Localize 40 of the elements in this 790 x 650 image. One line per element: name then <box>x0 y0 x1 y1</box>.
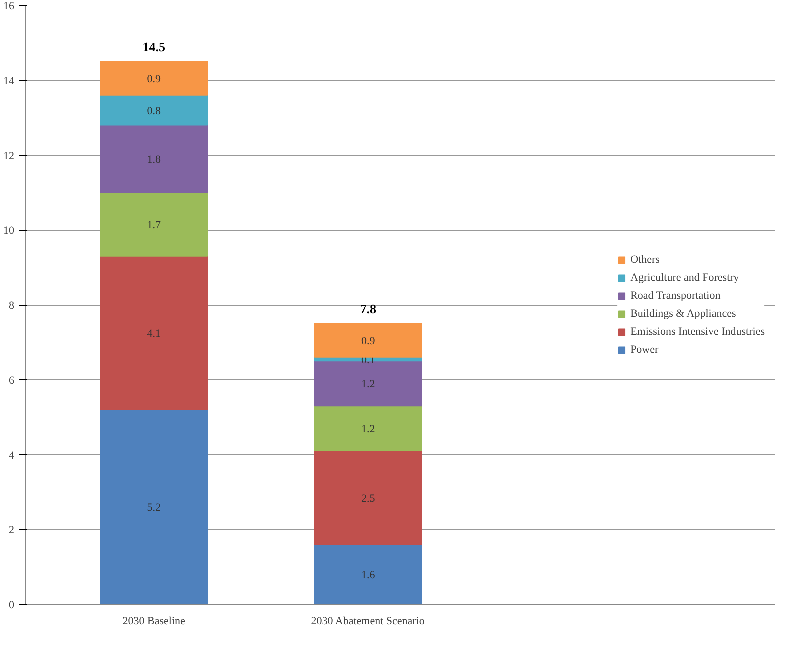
y-tick-label: 16 <box>4 0 15 12</box>
bar <box>100 124 208 194</box>
y-tick-label: 8 <box>9 300 15 312</box>
bar <box>100 61 208 96</box>
legend-label: Power <box>630 344 659 356</box>
y-tick-label: 12 <box>4 150 14 162</box>
bar <box>314 406 422 452</box>
data-label: 4.1 <box>147 328 161 340</box>
data-label: 0.8 <box>147 105 162 118</box>
bar <box>100 256 208 410</box>
bar <box>314 450 422 546</box>
bar <box>314 323 422 358</box>
x-tick-label: 2030 Abatement Scenario <box>311 616 426 628</box>
legend-label: Road Transportation <box>630 290 721 302</box>
data-label: 1.8 <box>147 154 162 166</box>
legend-label: Buildings & Appliances <box>630 308 736 320</box>
data-label: 1.2 <box>361 424 376 436</box>
data-label: 2.5 <box>361 492 376 505</box>
legend-label: Agriculture and Forestry <box>630 272 740 284</box>
total-label: 14.5 <box>142 40 166 55</box>
x-tick-label: 2030 Baseline <box>122 616 186 628</box>
total-label: 7.8 <box>360 302 377 317</box>
y-tick-label: 6 <box>9 374 15 387</box>
data-label: 1.6 <box>361 570 376 582</box>
bar <box>100 192 208 257</box>
y-tick-label: 2 <box>9 524 14 537</box>
y-tick-label: 14 <box>4 75 15 88</box>
y-tick-label: 10 <box>4 225 15 238</box>
bar <box>314 544 422 604</box>
data-label: 0.9 <box>147 74 162 86</box>
data-label: 1.7 <box>147 220 162 232</box>
data-label: 0.9 <box>361 336 376 348</box>
data-label: 5.2 <box>147 502 161 514</box>
legend-label: Others <box>630 254 660 266</box>
y-tick-label: 4 <box>9 450 15 462</box>
legend-label: Emissions Intensive Industries <box>630 326 765 338</box>
data-label: 1.2 <box>361 378 376 391</box>
bar <box>100 409 208 604</box>
bar <box>100 94 208 126</box>
y-tick-label: 0 <box>9 600 15 612</box>
